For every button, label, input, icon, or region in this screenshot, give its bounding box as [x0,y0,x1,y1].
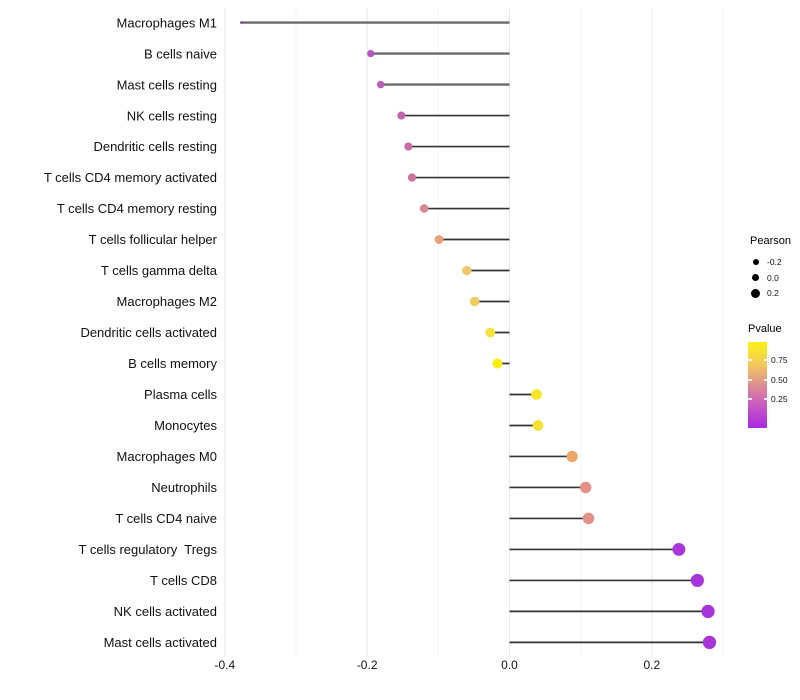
lollipop-dot [434,235,444,244]
size-legend-entry: 0.2 [749,286,782,302]
lollipop-dot [469,296,480,307]
y-axis-label: Macrophages M2 [117,294,217,309]
colorbar-tick [763,359,767,361]
y-axis-label: B cells memory [128,356,217,371]
lollipop-dot [485,327,496,338]
lollipop-dot [376,80,385,89]
lollipop-dot [702,635,717,650]
colorbar-tick [763,398,767,400]
y-axis-label: Neutrophils [151,480,217,495]
x-tick-label: 0.2 [643,658,660,672]
lollipop-dot [672,542,686,556]
lollipop-dot [566,450,578,463]
y-axis-label: T cells regulatory Tregs [79,542,218,557]
lollipop-dot [532,420,544,431]
size-legend-label: -0.2 [767,256,782,267]
y-axis-label: Mast cells activated [104,635,217,650]
lollipop-dot [462,265,472,276]
y-axis-label: Plasma cells [144,387,217,402]
colorbar-tick-label: 0.50 [771,374,788,385]
y-axis-label: T cells CD4 memory resting [57,201,217,216]
y-axis-label: T cells CD4 memory activated [44,170,217,185]
lollipop-dot [582,512,595,525]
pearson-legend-title: Pearson [750,235,791,247]
lollipop-dot [579,481,592,494]
colorbar-tick [748,398,752,400]
lollipop-dot [404,142,413,151]
y-axis-label: Dendritic cells resting [93,139,217,154]
lollipop-dot [492,358,503,369]
lollipop-dot [367,49,375,58]
size-legend-label: 0.0 [767,272,779,283]
lollipop-dot [690,573,704,587]
y-axis-label: B cells naive [144,46,217,61]
x-tick-label: -0.2 [357,658,378,672]
size-legend-entry: 0.0 [749,270,782,286]
colorbar-tick-label: 0.25 [771,394,788,404]
lollipop-dot [419,204,429,213]
colorbar-tick [763,379,767,381]
lollipop-dot [407,173,417,182]
y-axis-label: NK cells activated [114,604,217,619]
y-axis-label: Mast cells resting [117,77,217,92]
lollipop-dot [239,21,243,24]
x-tick-label: 0.0 [501,658,518,672]
colorbar-tick [748,359,752,361]
lollipop-dot [701,604,715,619]
y-axis-label: Macrophages M0 [117,449,217,464]
y-axis-label: Dendritic cells activated [80,325,217,340]
x-tick-label: -0.4 [214,658,235,672]
colorbar-tick-label: 0.75 [771,355,788,365]
pvalue-legend-title: Pvalue [748,323,782,335]
colorbar-tick [748,379,752,381]
y-axis-label: T cells follicular helper [89,232,218,247]
lollipop-dot [531,389,542,400]
y-axis-label: NK cells resting [127,108,217,123]
size-legend-dot-small [752,258,759,265]
pearson-size-legend: -0.2 0.0 0.2 [749,254,782,301]
y-axis-label: Macrophages M1 [117,15,217,30]
y-axis-label: Monocytes [154,418,217,433]
pvalue-colorbar [748,342,767,428]
size-legend-dot-medium [751,273,760,282]
y-axis-label: T cells gamma delta [101,263,218,278]
size-legend-label: 0.2 [767,288,779,299]
size-legend-dot-large [751,288,760,298]
y-axis-label: T cells CD8 [150,573,217,588]
size-legend-entry: -0.2 [749,254,782,270]
y-axis-label: T cells CD4 naive [115,511,217,526]
lollipop-dot [397,111,406,120]
